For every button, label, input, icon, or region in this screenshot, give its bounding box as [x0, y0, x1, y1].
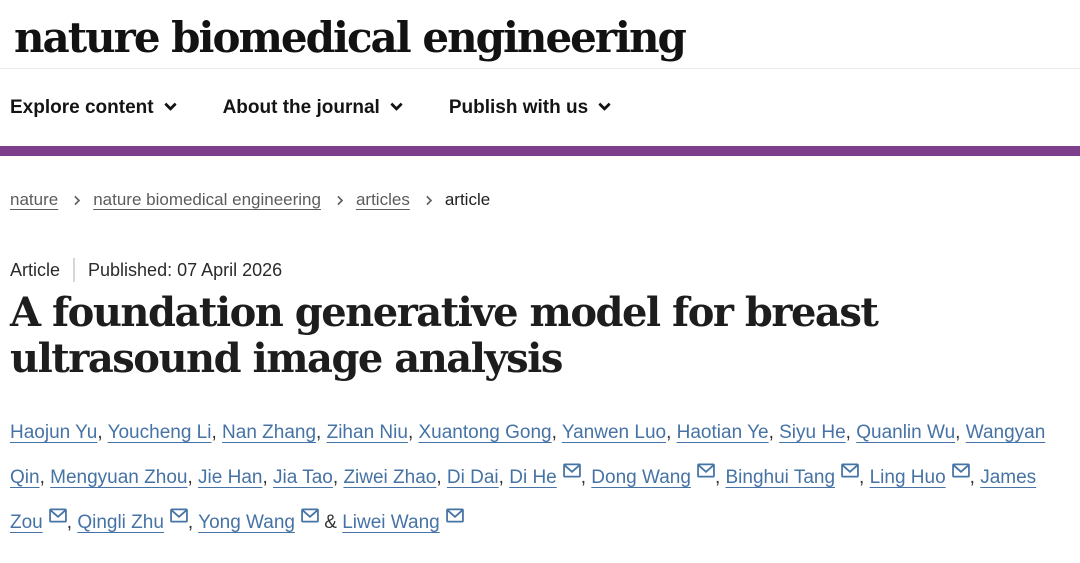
author-link-siyu-he[interactable]: Siyu He [779, 422, 846, 443]
author-separator: , [211, 422, 223, 443]
email-icon[interactable] [697, 463, 715, 478]
author-separator: , [666, 422, 677, 443]
breadcrumb-item-article: article [444, 190, 491, 209]
nav-item-publish-with-us[interactable]: Publish with us [448, 96, 612, 119]
author-separator: , [332, 467, 344, 488]
author-separator: , [407, 422, 419, 443]
nav-item-about-the-journal[interactable]: About the journal [222, 96, 403, 119]
author-link-yong-wang[interactable]: Yong Wang [198, 512, 295, 533]
article-type-label: Article [10, 259, 61, 280]
author-separator: , [187, 512, 199, 533]
nav-item-explore-content[interactable]: Explore content [10, 96, 177, 119]
site-header: nature biomedical engineering [0, 0, 1080, 68]
author-link-ling-huo[interactable]: Ling Huo [869, 467, 946, 488]
author-separator: , [859, 467, 870, 488]
author-separator: , [436, 467, 447, 488]
email-icon[interactable] [951, 463, 970, 478]
author-link-jie-han[interactable]: Jie Han [198, 467, 263, 488]
author-link-xuantong-gong[interactable]: Xuantong Gong [418, 422, 552, 443]
author-link-quanlin-wu[interactable]: Quanlin Wu [856, 422, 956, 443]
email-icon[interactable] [445, 508, 464, 523]
article-title: A foundation generative model for breast… [10, 289, 879, 382]
author-separator: , [768, 422, 780, 443]
author-link-mengyuan-zhou[interactable]: Mengyuan Zhou [50, 467, 188, 488]
author-link-di-dai[interactable]: Di Dai [446, 467, 499, 488]
header-divider [0, 68, 1080, 69]
chevron-right-icon [333, 195, 344, 205]
author-list: Haojun Yu, Youcheng Li, Nan Zhang, Zihan… [10, 410, 1070, 545]
brand-accent-bar [0, 146, 1080, 156]
author-link-haojun-yu[interactable]: Haojun Yu [10, 422, 98, 443]
main-nav: Explore content About the journal Publish … [0, 69, 1080, 146]
author-link-qingli-zhu[interactable]: Qingli Zhu [77, 512, 164, 533]
chevron-down-icon [163, 98, 177, 112]
author-link-zihan-niu[interactable]: Zihan Niu [326, 422, 408, 443]
author-separator: , [262, 467, 274, 488]
author-link-jia-tao[interactable]: Jia Tao [273, 467, 333, 488]
author-link-ziwei-zhao[interactable]: Ziwei Zhao [343, 467, 437, 488]
chevron-right-icon [422, 195, 433, 205]
author-separator: , [498, 467, 510, 488]
author-separator: , [845, 422, 857, 443]
breadcrumb-item-nature[interactable]: nature [10, 190, 59, 209]
author-link-liwei-wang[interactable]: Liwei Wang [342, 512, 440, 533]
nav-item-label: About the journal [222, 96, 380, 118]
author-link-dong-wang[interactable]: Dong Wang [591, 467, 691, 488]
author-separator: , [187, 467, 199, 488]
chevron-down-icon [598, 98, 612, 112]
breadcrumb-item-articles[interactable]: articles [355, 190, 410, 209]
author-separator: , [714, 467, 726, 488]
nav-item-label: Explore content [10, 96, 154, 118]
author-link-james-zou[interactable]: James Zou [10, 467, 1037, 533]
author-link-youcheng-li[interactable]: Youcheng Li [107, 422, 212, 443]
article-meta: Article Published: 07 April 2026 [10, 258, 1070, 282]
author-link-di-he[interactable]: Di He [509, 467, 557, 488]
author-link-nan-zhang[interactable]: Nan Zhang [222, 422, 317, 443]
nav-item-label: Publish with us [448, 96, 589, 118]
author-separator: , [969, 467, 981, 488]
meta-divider [73, 258, 76, 282]
email-icon[interactable] [841, 463, 859, 478]
author-link-binghui-tang[interactable]: Binghui Tang [725, 467, 836, 488]
author-link-haotian-ye[interactable]: Haotian Ye [676, 422, 769, 443]
author-link-wangyan-qin[interactable]: Wangyan Qin [10, 422, 1046, 488]
email-icon[interactable] [48, 508, 67, 523]
journal-logo[interactable]: nature biomedical engineering [14, 13, 687, 62]
author-separator: , [66, 512, 78, 533]
author-separator: , [97, 422, 108, 443]
author-separator: & [318, 512, 343, 533]
author-separator: , [955, 422, 966, 443]
author-separator: , [39, 467, 51, 488]
chevron-right-icon [70, 195, 81, 205]
published-date: Published: 07 April 2026 [88, 259, 283, 280]
author-link-yanwen-luo[interactable]: Yanwen Luo [561, 422, 667, 443]
author-separator: , [551, 422, 562, 443]
email-icon[interactable] [562, 463, 581, 478]
email-icon[interactable] [301, 508, 319, 523]
author-separator: , [580, 467, 592, 488]
author-separator: , [316, 422, 327, 443]
breadcrumb: nature nature biomedical engineering artic… [10, 190, 1070, 210]
email-icon[interactable] [170, 508, 188, 523]
breadcrumb-item-nature-biomedical-engineering[interactable]: nature biomedical engineering [93, 190, 321, 209]
chevron-down-icon [389, 98, 403, 112]
